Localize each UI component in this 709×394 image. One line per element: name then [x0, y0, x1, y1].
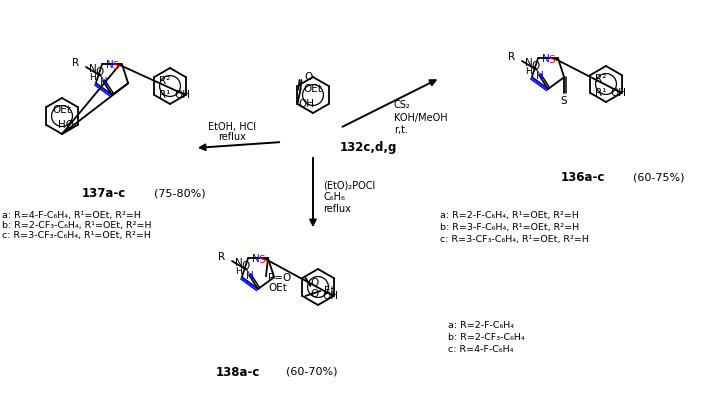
Text: a: R=4-F-C₆H₄, R¹=OEt, R²=H: a: R=4-F-C₆H₄, R¹=OEt, R²=H — [2, 210, 141, 219]
Text: c: R=3-CF₃-C₆H₄, R¹=OEt, R²=H: c: R=3-CF₃-C₆H₄, R¹=OEt, R²=H — [2, 230, 151, 240]
Text: N: N — [235, 258, 243, 268]
Text: HO: HO — [57, 120, 74, 130]
Text: reflux: reflux — [323, 204, 351, 214]
Text: (60-70%): (60-70%) — [286, 367, 337, 377]
Text: EtOH, HCl: EtOH, HCl — [208, 122, 256, 132]
Text: Et: Et — [325, 286, 335, 296]
Text: N: N — [246, 271, 254, 281]
Text: O: O — [311, 278, 318, 288]
Text: R: R — [218, 252, 225, 262]
Text: N: N — [100, 77, 108, 87]
Text: S: S — [548, 55, 555, 65]
Text: (75-80%): (75-80%) — [154, 188, 206, 198]
Text: 132c,d,g: 132c,d,g — [340, 141, 397, 154]
Text: S: S — [112, 61, 119, 71]
Text: N: N — [106, 60, 113, 70]
Text: C₆H₆: C₆H₆ — [323, 192, 345, 202]
Text: OEt: OEt — [268, 283, 287, 293]
Text: OH: OH — [610, 88, 626, 98]
Text: H: H — [525, 67, 532, 76]
Text: OEt: OEt — [303, 84, 323, 94]
Text: N: N — [542, 54, 549, 64]
Text: R¹: R¹ — [160, 90, 171, 100]
Text: OEt: OEt — [52, 105, 72, 115]
Text: R: R — [72, 58, 79, 68]
Text: N: N — [252, 254, 259, 264]
Text: a: R=2-F-C₆H₄: a: R=2-F-C₆H₄ — [448, 320, 514, 329]
Text: 136a-c: 136a-c — [561, 171, 605, 184]
Text: OH: OH — [174, 90, 190, 100]
Text: O: O — [96, 67, 104, 77]
Text: S: S — [258, 255, 265, 265]
Text: OH: OH — [298, 99, 315, 109]
Text: O: O — [532, 61, 540, 71]
Text: reflux: reflux — [218, 132, 246, 142]
Text: b: R=2-CF₃-C₆H₄: b: R=2-CF₃-C₆H₄ — [448, 333, 525, 342]
Text: N: N — [536, 71, 544, 81]
Text: P=O: P=O — [268, 273, 291, 283]
Text: R²: R² — [596, 74, 607, 84]
Text: O: O — [242, 261, 250, 271]
Text: c: R=4-F-C₆H₄: c: R=4-F-C₆H₄ — [448, 344, 513, 353]
Text: KOH/MeOH: KOH/MeOH — [394, 113, 447, 123]
Text: H: H — [235, 266, 242, 275]
Text: c: R=3-CF₃-C₆H₄, R¹=OEt, R²=H: c: R=3-CF₃-C₆H₄, R¹=OEt, R²=H — [440, 234, 589, 243]
Text: 138a-c: 138a-c — [216, 366, 260, 379]
Text: O: O — [304, 72, 313, 82]
Text: (60-75%): (60-75%) — [633, 172, 684, 182]
Text: 137a-c: 137a-c — [82, 186, 126, 199]
Text: N: N — [525, 58, 533, 68]
Text: H: H — [89, 72, 96, 82]
Text: N: N — [89, 64, 97, 74]
Text: CS₂: CS₂ — [394, 100, 411, 110]
Text: OH: OH — [322, 291, 338, 301]
Text: R²: R² — [160, 76, 171, 86]
Text: (EtO)₂POCl: (EtO)₂POCl — [323, 180, 375, 190]
Text: R: R — [508, 52, 515, 62]
Text: b: R=3-F-C₆H₄, R¹=OEt, R²=H: b: R=3-F-C₆H₄, R¹=OEt, R²=H — [440, 223, 579, 232]
Text: R¹: R¹ — [596, 88, 607, 98]
Text: a: R=2-F-C₆H₄, R¹=OEt, R²=H: a: R=2-F-C₆H₄, R¹=OEt, R²=H — [440, 210, 579, 219]
Text: b: R=2-CF₃-C₆H₄, R¹=OEt, R²=H: b: R=2-CF₃-C₆H₄, R¹=OEt, R²=H — [2, 221, 152, 229]
Text: r,t.: r,t. — [394, 125, 408, 135]
Text: S: S — [561, 96, 567, 106]
Text: O: O — [311, 289, 318, 299]
